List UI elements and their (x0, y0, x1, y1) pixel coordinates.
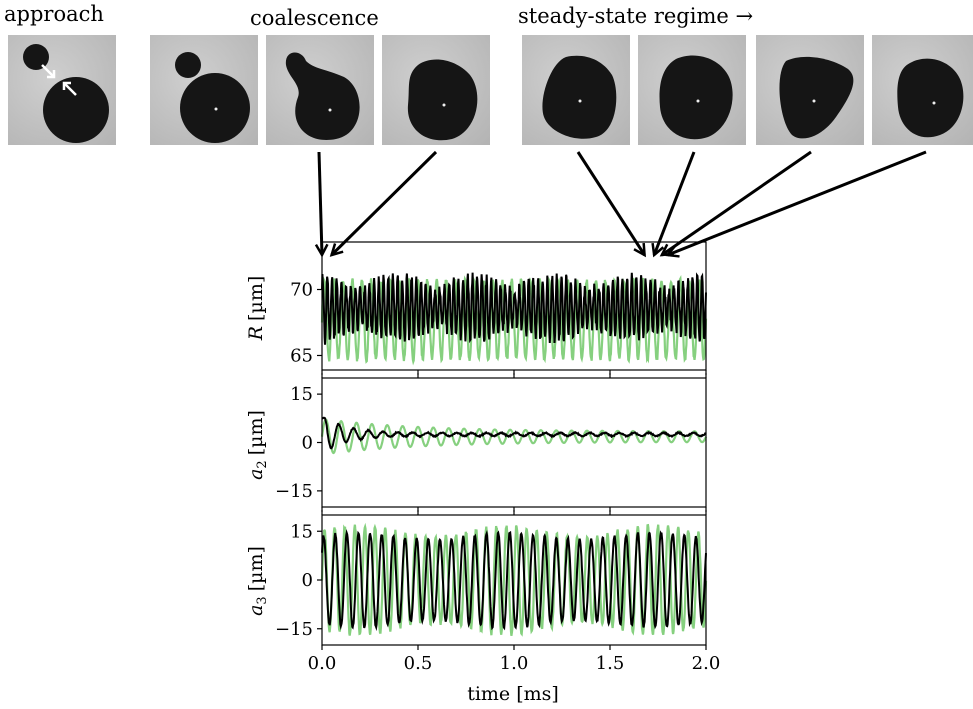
frame-arrowhead-3 (651, 242, 665, 258)
ylabel-a3: a3[µm] (245, 546, 270, 616)
green-series-line-1 (320, 418, 708, 455)
label-approach: approach (4, 2, 104, 26)
label-steady-state: steady-state regime → (518, 4, 754, 28)
frame-arrow-0 (317, 151, 324, 256)
drop-image (542, 55, 617, 139)
drop-image (175, 52, 250, 143)
xtick-label-4: 2.0 (692, 653, 721, 674)
frame-steady-3 (756, 35, 864, 145)
xtick-label-2: 1.0 (500, 653, 529, 674)
ytick-label-2-2: 15 (290, 521, 313, 542)
black-series-line-1 (321, 416, 707, 450)
ytick-label-2-1: 0 (302, 570, 313, 591)
panel-radius: 65 70 (290, 241, 708, 375)
black-series-line-2 (321, 528, 707, 632)
label-coalescence: coalescence (250, 6, 379, 30)
ytick-label-1-2: 15 (290, 384, 313, 405)
xlabel: time [ms] (467, 683, 559, 705)
frame-arrowhead-1 (329, 243, 344, 257)
frame-arrowhead-5 (665, 244, 680, 258)
frame-coalescence-2 (266, 35, 374, 145)
drop-image (779, 56, 854, 139)
frame-arrows (314, 150, 927, 258)
frame-approach (8, 35, 116, 145)
ylabel-radius: R[µm] (245, 276, 267, 342)
axes-frame-1 (321, 377, 707, 508)
ytick-label-0-0: 65 (290, 345, 313, 366)
drop-image (407, 59, 478, 141)
frame-steady-4 (872, 35, 973, 145)
approach-arrows-icon (41, 64, 77, 96)
frame-arrow-4 (660, 150, 812, 257)
panel-a2: −15 0 15 (275, 373, 708, 512)
frame-coalescence-3 (382, 35, 490, 145)
black-series-line-0 (321, 272, 707, 345)
frame-arrow-3 (652, 151, 696, 256)
frame-arrowhead-2 (633, 242, 646, 258)
xtick-label-1: 0.5 (404, 653, 433, 674)
xtick-label-3: 1.5 (596, 653, 625, 674)
frame-steady-2 (638, 35, 746, 145)
frame-arrow-5 (667, 150, 927, 257)
frame-steady-1 (522, 35, 630, 145)
drop-image (659, 55, 733, 140)
drop-image (23, 44, 109, 143)
frame-arrow-2 (576, 151, 646, 256)
ytick-label-2-0: −15 (275, 619, 313, 640)
ytick-label-0-1: 70 (290, 280, 313, 301)
panel-a3: −15 0 15 0.0 0.5 1.0 1.5 2.0 (275, 510, 720, 674)
ytick-label-1-0: −15 (275, 481, 313, 502)
drop-image (897, 58, 964, 138)
green-series-line-2 (320, 522, 708, 637)
drop-image (285, 52, 360, 140)
ylabel-a2: a2[µm] (245, 410, 270, 480)
ytick-label-1-1: 0 (302, 433, 313, 454)
frame-coalescence-1 (150, 35, 258, 145)
frame-arrow-1 (330, 150, 438, 257)
xtick-label-0: 0.0 (308, 653, 337, 674)
